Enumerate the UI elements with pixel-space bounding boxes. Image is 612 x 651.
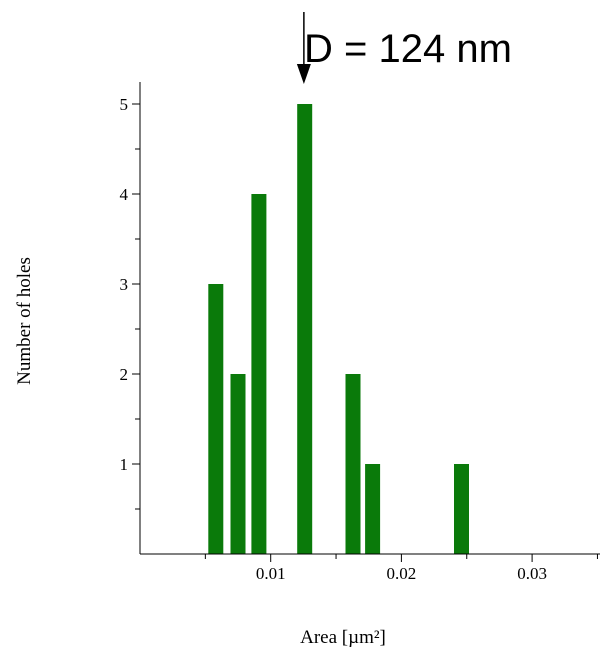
y-tick-label: 2 xyxy=(120,365,129,384)
y-tick-label: 1 xyxy=(120,455,129,474)
histogram-bar xyxy=(365,464,381,554)
ticks-layer: 1 2 3 4 5 0.01 0.02 0.03 xyxy=(120,95,598,583)
y-tick-label: 3 xyxy=(120,275,129,294)
y-axis-label: Number of holes xyxy=(14,257,35,385)
bars-layer xyxy=(208,104,469,554)
x-tick-label: 0.03 xyxy=(517,564,547,583)
annotation-layer: D = 124 nm xyxy=(296,12,512,84)
histogram-bar xyxy=(208,284,224,554)
y-tick-label: 5 xyxy=(120,95,129,114)
x-tick-label: 0.02 xyxy=(387,564,417,583)
x-axis-label: Area [µm²] xyxy=(300,627,386,648)
histogram-bar xyxy=(345,374,361,554)
y-tick-label: 4 xyxy=(120,185,129,204)
histogram-bar xyxy=(454,464,469,554)
histogram-bar xyxy=(230,374,246,554)
x-tick-label: 0.01 xyxy=(256,564,286,583)
histogram-bar xyxy=(297,104,313,554)
histogram-bar xyxy=(251,194,267,554)
annotation-arrow-head xyxy=(296,64,311,84)
annotation-text: D = 124 nm xyxy=(304,27,512,71)
